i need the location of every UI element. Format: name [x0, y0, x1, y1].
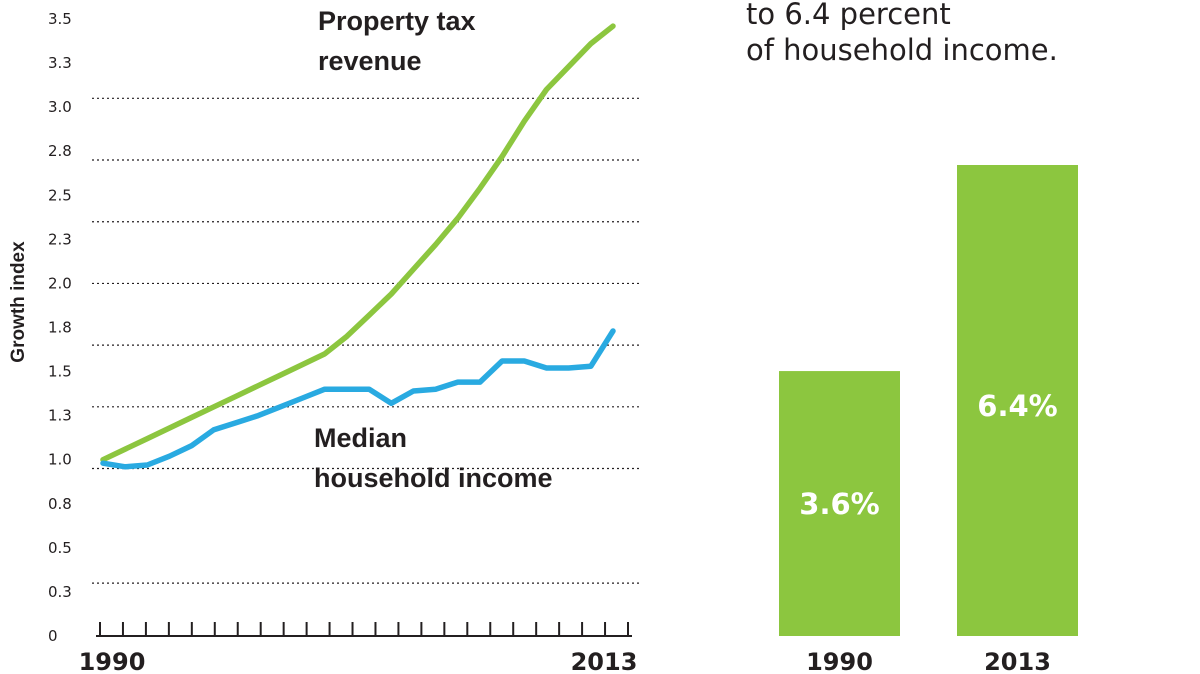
y-tick-label: 0.3 [48, 583, 72, 601]
bar-value-label: 6.4% [977, 389, 1057, 423]
property-tax-revenue-line [100, 23, 616, 463]
y-tick-label: 1.8 [48, 319, 72, 337]
y-tick-label: 1.5 [48, 363, 72, 381]
bar [779, 371, 900, 636]
x-tick-label: 2013 [571, 648, 638, 674]
property-tax-revenue-label: Property tax [318, 6, 476, 36]
heading-line-2: of household income. [746, 33, 1058, 67]
y-tick-label: 0.5 [48, 539, 72, 557]
median-household-income-label: household income [314, 463, 553, 493]
bar-category-label: 2013 [984, 648, 1051, 674]
y-tick-label: 3.0 [48, 98, 72, 116]
property-tax-revenue-label: revenue [318, 46, 422, 76]
y-tick-label: 2.8 [48, 142, 72, 160]
y-tick-label: 1.3 [48, 407, 72, 425]
y-tick-label: 2.0 [48, 274, 72, 292]
median-household-income-label: Median [314, 423, 407, 453]
y-tick-label: 0 [48, 627, 58, 645]
y-tick-label: 0.8 [48, 495, 72, 513]
y-tick-label: 2.3 [48, 230, 72, 248]
y-tick-label: 1.0 [48, 451, 72, 469]
x-tick-label: 1990 [79, 648, 146, 674]
bar [957, 165, 1078, 636]
median-household-income-line [100, 328, 616, 470]
y-tick-label: 2.5 [48, 186, 72, 204]
bar-value-label: 3.6% [799, 487, 879, 521]
heading: to 6.4 percent of household income. [746, 0, 1186, 68]
bar-category-label: 1990 [806, 648, 873, 674]
y-tick-label: 3.5 [48, 10, 72, 28]
y-axis-title: Growth index [8, 241, 29, 363]
heading-line-1: to 6.4 percent [746, 0, 951, 31]
y-tick-label: 3.3 [48, 54, 72, 72]
